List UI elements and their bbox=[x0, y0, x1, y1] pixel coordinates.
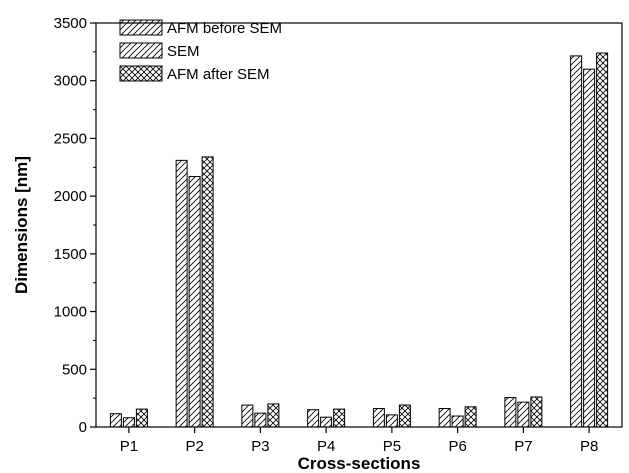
bar bbox=[307, 409, 320, 428]
bar bbox=[438, 408, 451, 428]
bar bbox=[109, 413, 122, 428]
x-tick-label: P4 bbox=[317, 438, 335, 455]
x-tick-label: P3 bbox=[251, 438, 269, 455]
bar bbox=[135, 408, 148, 428]
bar bbox=[464, 406, 477, 428]
x-axis-title: Cross-sections bbox=[298, 454, 421, 473]
x-tick-label: P2 bbox=[185, 438, 203, 455]
x-tick-label: P7 bbox=[514, 438, 532, 455]
y-tick-label: 2000 bbox=[54, 188, 87, 205]
y-tick-label: 1500 bbox=[54, 246, 87, 263]
plot-frame bbox=[95, 22, 623, 428]
bar bbox=[385, 414, 398, 428]
y-axis: 0 500 1000 1500 2000 2500 3000 3500 bbox=[54, 15, 96, 436]
legend: AFM before SEM SEM AFM after SEM bbox=[119, 19, 282, 83]
bar bbox=[122, 417, 135, 428]
legend-swatch bbox=[119, 42, 163, 59]
legend-swatch bbox=[119, 65, 163, 82]
bars-group bbox=[109, 52, 609, 428]
y-tick-label: 3000 bbox=[54, 73, 87, 90]
bar bbox=[188, 176, 201, 428]
bar bbox=[570, 55, 583, 428]
bar bbox=[398, 404, 411, 428]
x-tick-label: P1 bbox=[120, 438, 138, 455]
x-axis: P1 P2 P3 P4 P5 P6 P7 P8 bbox=[120, 427, 598, 455]
bar bbox=[267, 403, 280, 428]
legend-swatch bbox=[119, 19, 163, 36]
bar bbox=[254, 412, 267, 428]
y-tick-label: 0 bbox=[79, 419, 87, 436]
x-tick-label: P8 bbox=[580, 438, 598, 455]
bar bbox=[241, 404, 254, 428]
y-tick-label: 3500 bbox=[54, 15, 87, 32]
legend-label: AFM after SEM bbox=[167, 66, 270, 83]
y-axis-title: Dimensions [nm] bbox=[12, 156, 31, 294]
bar bbox=[372, 408, 385, 428]
bar bbox=[504, 397, 517, 428]
y-tick-label: 2500 bbox=[54, 130, 87, 147]
bar bbox=[201, 156, 214, 428]
legend-label: AFM before SEM bbox=[167, 20, 282, 37]
x-tick-label: P5 bbox=[383, 438, 401, 455]
y-tick-label: 500 bbox=[62, 361, 87, 378]
y-tick-label: 1000 bbox=[54, 304, 87, 321]
bar bbox=[517, 401, 530, 428]
bar bbox=[530, 396, 543, 428]
bar bbox=[451, 415, 464, 428]
bar bbox=[175, 159, 188, 428]
bar bbox=[320, 416, 333, 428]
x-tick-label: P6 bbox=[448, 438, 466, 455]
bar bbox=[583, 68, 596, 428]
bar bbox=[333, 408, 346, 428]
bar bbox=[596, 52, 609, 428]
legend-label: SEM bbox=[167, 43, 200, 60]
